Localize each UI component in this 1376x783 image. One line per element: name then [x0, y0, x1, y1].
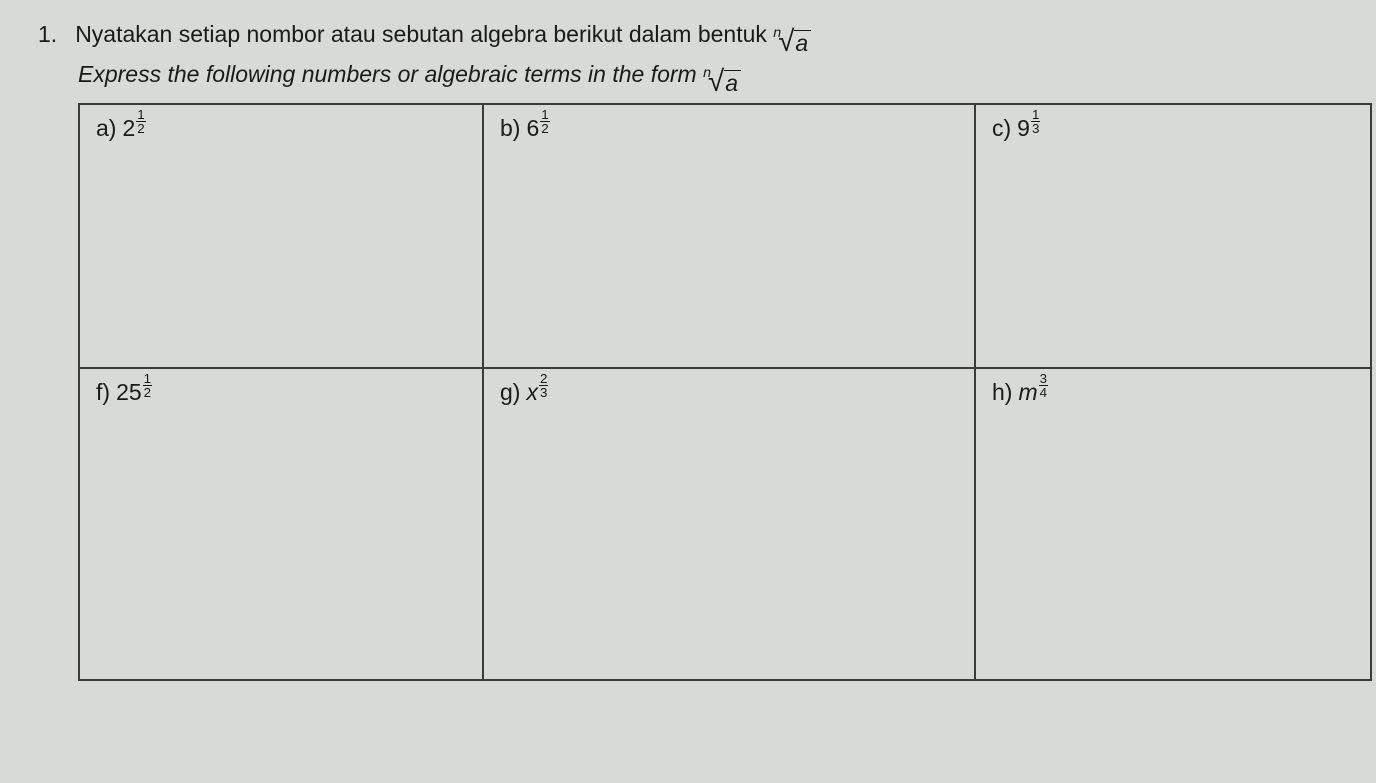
question-header: 1. Nyatakan setiap nombor atau sebutan a…	[38, 18, 1348, 57]
question-text-en-pre: Express the following numbers or algebra…	[78, 61, 703, 87]
worksheet-table: a) 2 1 2 b) 6 1 2 c) 9	[78, 103, 1372, 681]
cell-letter: g)	[500, 379, 520, 406]
table-row: a) 2 1 2 b) 6 1 2 c) 9	[79, 104, 1371, 368]
cell-g: g) x 2 3	[483, 368, 975, 680]
cell-exponent: 3 4	[1039, 372, 1048, 400]
cell-base: x	[526, 379, 538, 406]
exp-den: 3	[1031, 121, 1040, 135]
question-number: 1.	[38, 21, 57, 48]
exp-num: 1	[1031, 108, 1040, 121]
exp-den: 2	[143, 385, 152, 399]
cell-exponent: 2 3	[539, 372, 548, 400]
cell-letter: h)	[992, 379, 1012, 406]
cell-expression: b) 6 1 2	[500, 115, 550, 143]
cell-exponent: 1 2	[143, 372, 152, 400]
cell-letter: f)	[96, 379, 110, 406]
cell-exponent: 1 3	[1031, 108, 1040, 136]
radical-radicand: a	[794, 30, 811, 55]
cell-b: b) 6 1 2	[483, 104, 975, 368]
radical-expression: n √ a	[773, 29, 811, 57]
cell-letter: b)	[500, 115, 520, 142]
cell-expression: a) 2 1 2	[96, 115, 146, 143]
cell-base: 25	[116, 379, 142, 406]
exp-num: 1	[143, 372, 152, 385]
exp-den: 3	[539, 385, 548, 399]
radical-expression-en: n √ a	[703, 70, 741, 98]
exp-num: 3	[1039, 372, 1048, 385]
question-text-ms: Nyatakan setiap nombor atau sebutan alge…	[75, 18, 811, 57]
radical-symbol: √	[778, 30, 794, 54]
cell-base: 2	[122, 115, 135, 142]
cell-base: 9	[1017, 115, 1030, 142]
cell-letter: c)	[992, 115, 1011, 142]
cell-expression: h) m 3 4	[992, 379, 1048, 407]
question-text-en: Express the following numbers or algebra…	[78, 61, 1348, 98]
exp-num: 1	[136, 108, 145, 121]
cell-expression: f) 25 1 2	[96, 379, 152, 407]
cell-exponent: 1 2	[540, 108, 549, 136]
cell-expression: g) x 2 3	[500, 379, 548, 407]
cell-h: h) m 3 4	[975, 368, 1371, 680]
exp-den: 2	[540, 121, 549, 135]
cell-a: a) 2 1 2	[79, 104, 483, 368]
radical-radicand-en: a	[724, 70, 741, 95]
exp-den: 4	[1039, 385, 1048, 399]
cell-expression: c) 9 1 3	[992, 115, 1040, 143]
cell-letter: a)	[96, 115, 116, 142]
exp-num: 2	[539, 372, 548, 385]
cell-base: 6	[526, 115, 539, 142]
cell-f: f) 25 1 2	[79, 368, 483, 680]
exp-num: 1	[540, 108, 549, 121]
cell-exponent: 1 2	[136, 108, 145, 136]
radical-symbol-en: √	[708, 70, 724, 94]
exp-den: 2	[136, 121, 145, 135]
table-row: f) 25 1 2 g) x 2 3 h) m	[79, 368, 1371, 680]
cell-c: c) 9 1 3	[975, 104, 1371, 368]
question-text-ms-pre: Nyatakan setiap nombor atau sebutan alge…	[75, 21, 773, 47]
cell-base: m	[1018, 379, 1037, 406]
